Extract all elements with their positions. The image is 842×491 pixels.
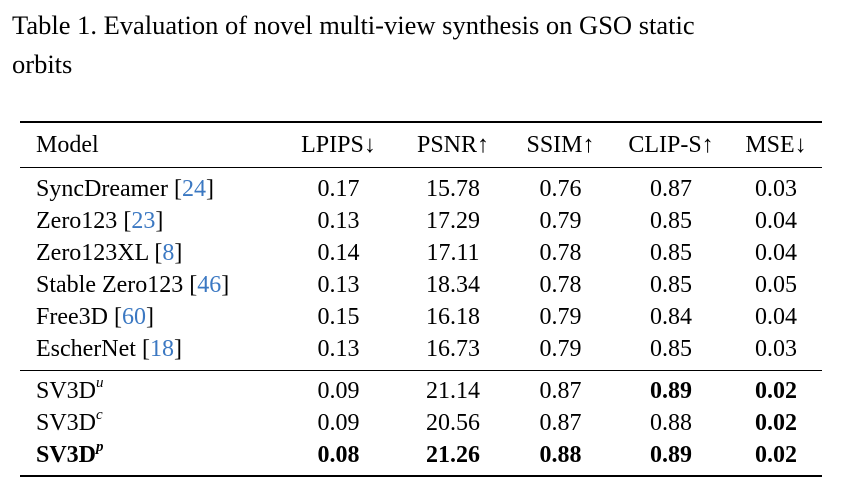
psnr-value: 20.56	[426, 409, 480, 436]
lpips-value: 0.09	[317, 377, 360, 404]
header-psnr: PSNR↑	[416, 131, 490, 158]
model-variant-superscript: c	[96, 406, 103, 423]
clip-s-value: 0.87	[650, 175, 692, 202]
psnr-value: 15.78	[426, 175, 480, 202]
mse-value: 0.04	[755, 239, 797, 266]
mse-value: 0.02	[755, 441, 797, 468]
header-row: Model LPIPS↓ PSNR↑ SSIM↑ CLIP-S↑ MSE↓	[20, 123, 822, 167]
psnr-value: 16.73	[426, 335, 480, 362]
group-rule	[20, 370, 822, 371]
table-row: SV3Dc 0.09 20.56 0.87 0.88 0.02	[20, 407, 822, 439]
lpips-value: 0.13	[317, 207, 360, 234]
model-variant-superscript: u	[96, 374, 104, 391]
clip-s-value: 0.88	[650, 409, 692, 436]
ssim-value: 0.78	[539, 239, 582, 266]
psnr-value: 17.29	[426, 207, 480, 234]
model-name-cell: Stable Zero123 [46]	[36, 271, 230, 298]
model-name: SV3D	[36, 377, 97, 404]
mse-value: 0.03	[755, 175, 797, 202]
ssim-value: 0.76	[539, 175, 582, 202]
model-name-cell: SV3Du	[20, 375, 280, 407]
header-lpips: LPIPS↓	[301, 131, 376, 158]
mse-value: 0.03	[755, 335, 797, 362]
mse-value: 0.04	[755, 303, 797, 330]
ssim-value: 0.79	[539, 335, 582, 362]
psnr-value: 17.11	[426, 239, 480, 266]
model-name-cell: EscherNet [18]	[36, 335, 182, 362]
header-table: Model LPIPS↓ PSNR↑ SSIM↑ CLIP-S↑ MSE↓	[20, 123, 822, 167]
lpips-value: 0.08	[317, 441, 360, 468]
psnr-value: 21.26	[426, 441, 480, 468]
mse-value: 0.04	[755, 207, 797, 234]
psnr-value: 18.34	[426, 271, 480, 298]
lpips-value: 0.09	[317, 409, 360, 436]
header-mse: MSE↓	[745, 131, 807, 158]
ssim-value: 0.88	[539, 441, 582, 468]
model-name: SyncDreamer	[36, 175, 168, 202]
clip-s-value: 0.89	[650, 441, 692, 468]
header-model: Model	[36, 131, 99, 158]
model-name: Zero123	[36, 207, 118, 234]
clip-s-value: 0.85	[650, 207, 692, 234]
lpips-value: 0.13	[317, 271, 360, 298]
header-ssim: SSIM↑	[526, 131, 595, 158]
model-name-cell: Zero123 [23]	[36, 207, 164, 234]
lpips-value: 0.15	[317, 303, 360, 330]
ours-table: SV3Du 0.09 21.14 0.87 0.89 0.02 SV3Dc 0.09 20.56…	[20, 375, 822, 471]
mse-value: 0.02	[755, 409, 797, 436]
model-name-cell: SV3Dc	[20, 407, 280, 439]
ssim-value: 0.87	[539, 409, 582, 436]
table-row: SV3Dp 0.08 21.26 0.88 0.89 0.02	[20, 439, 822, 471]
citation-link[interactable]: 18	[149, 335, 174, 362]
citation-link[interactable]: 46	[197, 271, 222, 298]
caption-line-2: orbits	[12, 49, 73, 79]
header-rule	[20, 167, 822, 168]
model-name: SV3D	[36, 409, 97, 436]
model-variant-superscript: p	[96, 438, 104, 455]
table-row: Stable Zero123 [46] 0.13 18.34 0.78 0.85 0.05	[20, 269, 822, 301]
header-clip-s: CLIP-S↑	[628, 131, 714, 158]
lpips-value: 0.14	[317, 239, 360, 266]
caption-line-1: Table 1. Evaluation of novel multi-view …	[12, 10, 695, 40]
model-name: Zero123XL	[36, 239, 149, 266]
lpips-value: 0.13	[317, 335, 360, 362]
citation-link[interactable]: 23	[131, 207, 156, 234]
clip-s-value: 0.85	[650, 335, 692, 362]
model-name-cell: Free3D [60]	[36, 303, 154, 330]
baselines-table: SyncDreamer [24] 0.17 15.78 0.76 0.87 0.03 Zer…	[20, 173, 822, 365]
psnr-value: 16.18	[426, 303, 480, 330]
clip-s-value: 0.84	[650, 303, 692, 330]
ssim-value: 0.78	[539, 271, 582, 298]
clip-s-value: 0.89	[650, 377, 692, 404]
results-table: Model LPIPS↓ PSNR↑ SSIM↑ CLIP-S↑ MSE↓ Sy…	[20, 121, 822, 477]
top-rule	[20, 121, 822, 123]
table-caption: Table 1. Evaluation of novel multi-view …	[12, 6, 834, 84]
citation-link[interactable]: 8	[162, 239, 175, 266]
clip-s-value: 0.85	[650, 271, 692, 298]
table-row: EscherNet [18] 0.13 16.73 0.79 0.85 0.03	[20, 333, 822, 365]
clip-s-value: 0.85	[650, 239, 692, 266]
model-name: EscherNet	[36, 335, 136, 362]
model-name-cell: SV3Dp	[20, 439, 280, 471]
lpips-value: 0.17	[317, 175, 360, 202]
model-name-cell: Zero123XL [8]	[36, 239, 183, 266]
model-name: Free3D	[36, 303, 108, 330]
psnr-value: 21.14	[426, 377, 480, 404]
mse-value: 0.05	[755, 271, 797, 298]
bottom-rule	[20, 475, 822, 477]
model-name: Stable Zero123	[36, 271, 184, 298]
table-row: SyncDreamer [24] 0.17 15.78 0.76 0.87 0.03	[20, 173, 822, 205]
citation-link[interactable]: 60	[121, 303, 146, 330]
table-row: Zero123 [23] 0.13 17.29 0.79 0.85 0.04	[20, 205, 822, 237]
ssim-value: 0.79	[539, 303, 582, 330]
model-name-cell: SyncDreamer [24]	[36, 175, 214, 202]
ssim-value: 0.79	[539, 207, 582, 234]
table-row: SV3Du 0.09 21.14 0.87 0.89 0.02	[20, 375, 822, 407]
mse-value: 0.02	[755, 377, 797, 404]
model-name: SV3D	[36, 441, 97, 468]
table-row: Free3D [60] 0.15 16.18 0.79 0.84 0.04	[20, 301, 822, 333]
ssim-value: 0.87	[539, 377, 582, 404]
table-row: Zero123XL [8] 0.14 17.11 0.78 0.85 0.04	[20, 237, 822, 269]
citation-link[interactable]: 24	[181, 175, 206, 202]
